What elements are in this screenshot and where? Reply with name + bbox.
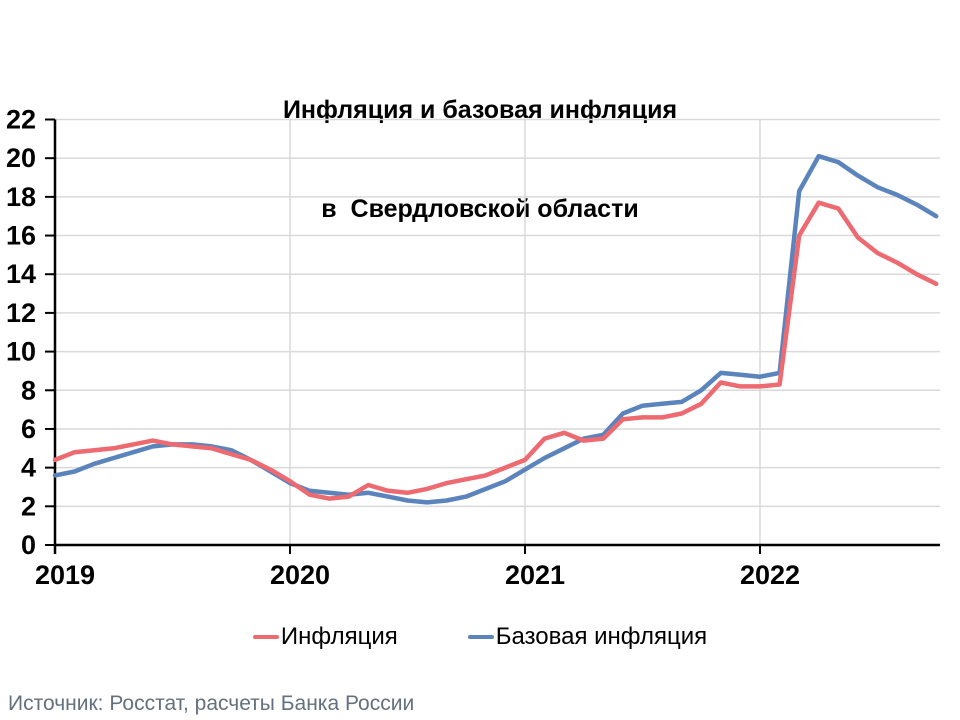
core-inflation-line-swatch: [467, 635, 494, 639]
y-tick-label: 4: [21, 453, 36, 483]
y-tick-label: 16: [6, 221, 36, 251]
x-tick-label: 2021: [505, 560, 565, 590]
inflation-line: [52, 200, 939, 501]
y-tick-label: 22: [6, 105, 36, 135]
y-tick-label: 10: [6, 337, 36, 367]
y-tick-label: 14: [6, 259, 36, 289]
y-tick-label: 6: [21, 414, 36, 444]
chart-title-line2: в Свердловской области: [321, 195, 639, 223]
y-tick-label: 18: [6, 182, 36, 212]
x-tick-label: 2022: [740, 560, 800, 590]
y-tick-label: 0: [21, 530, 36, 560]
y-tick-label: 12: [6, 298, 36, 328]
y-tick-label: 8: [21, 375, 36, 405]
x-tick-label: 2020: [270, 560, 330, 590]
chart-title: Инфляция и базовая инфляция в Свердловск…: [0, 28, 960, 292]
legend-label-core-inflation: Базовая инфляция: [495, 623, 708, 650]
inflation-line-swatch: [252, 635, 279, 639]
x-tick-label: 2019: [35, 560, 95, 590]
legend-item-core-inflation: Базовая инфляция: [467, 623, 708, 651]
core-inflation-line: [52, 153, 939, 505]
y-tick-label: 20: [6, 143, 36, 173]
source-note: Источник: Росстат, расчеты Банка России: [8, 692, 415, 715]
legend-item-inflation: Инфляция: [252, 623, 398, 651]
chart-legend: Инфляция Базовая инфляция: [0, 621, 960, 653]
legend-label-inflation: Инфляция: [280, 623, 398, 650]
y-tick-label: 2: [21, 491, 36, 521]
